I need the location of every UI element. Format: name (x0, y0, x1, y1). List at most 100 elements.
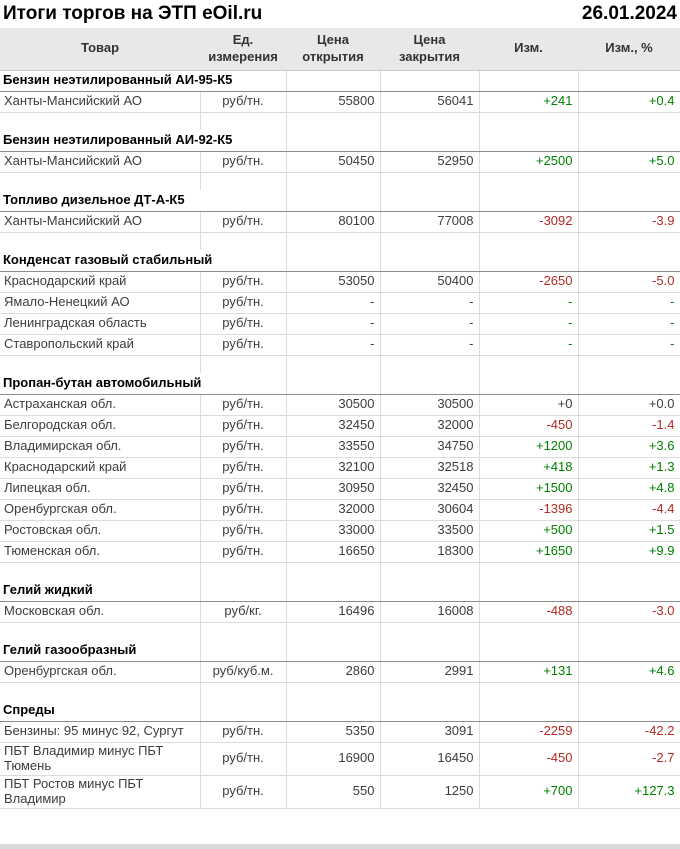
unit-cell: руб/тн. (199, 741, 287, 776)
section-title-cell: Конденсат газовый стабильный (0, 250, 287, 272)
unit-cell: руб/тн. (199, 456, 287, 479)
section-empty-cell (577, 130, 680, 152)
open-price-cell: 50450 (285, 150, 381, 173)
spacer-cell (577, 355, 680, 374)
spacer-cell (478, 232, 578, 251)
section-empty-cell (285, 70, 381, 92)
unit-cell: руб/тн. (199, 210, 287, 233)
section-title-cell: Бензин неэтилированный АИ-95-К5 (0, 70, 287, 92)
change-pct-cell: +1.3 (577, 456, 680, 479)
section-empty-cell (379, 373, 480, 395)
unit-cell: руб/тн. (199, 519, 287, 542)
section-empty-cell (577, 70, 680, 92)
spacer-row (0, 232, 680, 251)
section-empty-cell (379, 130, 480, 152)
spacer-cell (577, 682, 680, 701)
product-cell: Ростовская обл. (0, 519, 201, 542)
section-empty-cell (577, 700, 680, 722)
open-price-cell: 16650 (285, 540, 381, 563)
spacer-cell (199, 682, 286, 701)
section-title-cell: Спреды (0, 700, 201, 722)
open-price-cell: 16900 (285, 741, 381, 776)
spacer-cell (478, 622, 578, 641)
section-header-row: Конденсат газовый стабильный (0, 250, 680, 272)
table-row: Ямало-Ненецкий АО руб/тн. - - - - (0, 291, 680, 314)
open-price-cell: 30500 (285, 393, 381, 416)
product-cell: ПБТ Ростов минус ПБТ Владимир (0, 774, 201, 809)
spacer-cell (199, 562, 286, 581)
section-title-cell: Гелий жидкий (0, 580, 201, 602)
table-row: Оренбургская обл. руб/куб.м. 2860 2991 +131 +… (0, 660, 680, 683)
open-price-cell: - (285, 291, 381, 314)
column-header: Изм., % (578, 28, 680, 71)
spacer-cell (285, 355, 380, 374)
section-empty-cell (577, 190, 680, 212)
section-empty-cell (379, 70, 480, 92)
table-row: Ханты-Мансийский АО руб/тн. 55800 56041 +241… (0, 90, 680, 113)
section-header-row: Гелий жидкий (0, 580, 680, 602)
section-empty-cell (478, 250, 579, 272)
unit-cell: руб/тн. (199, 477, 287, 500)
change-pct-cell: -3.9 (577, 210, 680, 233)
close-price-cell: 1250 (379, 774, 480, 809)
table-row: Краснодарский край руб/тн. 32100 32518 +418 +… (0, 456, 680, 479)
spacer-cell (379, 562, 479, 581)
open-price-cell: 5350 (285, 720, 381, 743)
section-empty-cell (577, 250, 680, 272)
section-header-row: Гелий газообразный (0, 640, 680, 662)
spacer-cell (577, 172, 680, 191)
product-cell: Краснодарский край (0, 270, 201, 293)
table-row: Владимирская обл. руб/тн. 33550 34750 +1200 +… (0, 435, 680, 458)
product-cell: Ставропольский край (0, 333, 201, 356)
change-pct-cell: - (577, 333, 680, 356)
change-pct-cell: -5.0 (577, 270, 680, 293)
product-cell: Оренбургская обл. (0, 660, 201, 683)
product-cell: Ямало-Ненецкий АО (0, 291, 201, 314)
close-price-cell: 32518 (379, 456, 480, 479)
open-price-cell: 55800 (285, 90, 381, 113)
unit-cell: руб/тн. (199, 150, 287, 173)
table-row: Московская обл. руб/кг. 16496 16008 -488 -3.0 (0, 600, 680, 623)
section-header-row: Бензин неэтилированный АИ-95-К5 (0, 70, 680, 92)
close-price-cell: - (379, 291, 480, 314)
column-header-row: Товар Ед. измерения Цена открытия Цена закр… (0, 28, 680, 71)
unit-cell: руб/тн. (199, 774, 287, 809)
spacer-cell (379, 112, 479, 131)
unit-cell: руб/тн. (199, 333, 287, 356)
change-pct-cell: -2.7 (577, 741, 680, 776)
close-price-cell: 18300 (379, 540, 480, 563)
spacer-cell (379, 622, 479, 641)
section-empty-cell (199, 700, 287, 722)
unit-cell: руб/тн. (199, 720, 287, 743)
close-price-cell: 3091 (379, 720, 480, 743)
spacer-row (0, 622, 680, 641)
product-cell: Астраханская обл. (0, 393, 201, 416)
unit-cell: руб/тн. (199, 312, 287, 335)
spacer-cell (199, 112, 286, 131)
section-empty-cell (478, 640, 579, 662)
section-header-row: Спреды (0, 700, 680, 722)
product-cell: Тюменская обл. (0, 540, 201, 563)
section-empty-cell (199, 640, 287, 662)
table-row: Тюменская обл. руб/тн. 16650 18300 +1650 +9.9 (0, 540, 680, 563)
product-cell: Оренбургская обл. (0, 498, 201, 521)
section-empty-cell (577, 373, 680, 395)
open-price-cell: - (285, 333, 381, 356)
change-cell: +241 (478, 90, 579, 113)
product-cell: Ханты-Мансийский АО (0, 90, 201, 113)
change-cell: -2650 (478, 270, 579, 293)
column-header: Товар (0, 28, 200, 71)
spacer-cell (0, 562, 200, 580)
table-row: Краснодарский край руб/тн. 53050 50400 -2650… (0, 270, 680, 293)
product-cell: Липецкая обл. (0, 477, 201, 500)
spacer-cell (199, 355, 286, 374)
spacer-cell (285, 112, 380, 131)
spacer-cell (285, 562, 380, 581)
unit-cell: руб/кг. (199, 600, 287, 623)
spacer-row (0, 355, 680, 374)
section-empty-cell (379, 190, 480, 212)
close-price-cell: 50400 (379, 270, 480, 293)
close-price-cell: 32450 (379, 477, 480, 500)
product-cell: Ленинградская область (0, 312, 201, 335)
